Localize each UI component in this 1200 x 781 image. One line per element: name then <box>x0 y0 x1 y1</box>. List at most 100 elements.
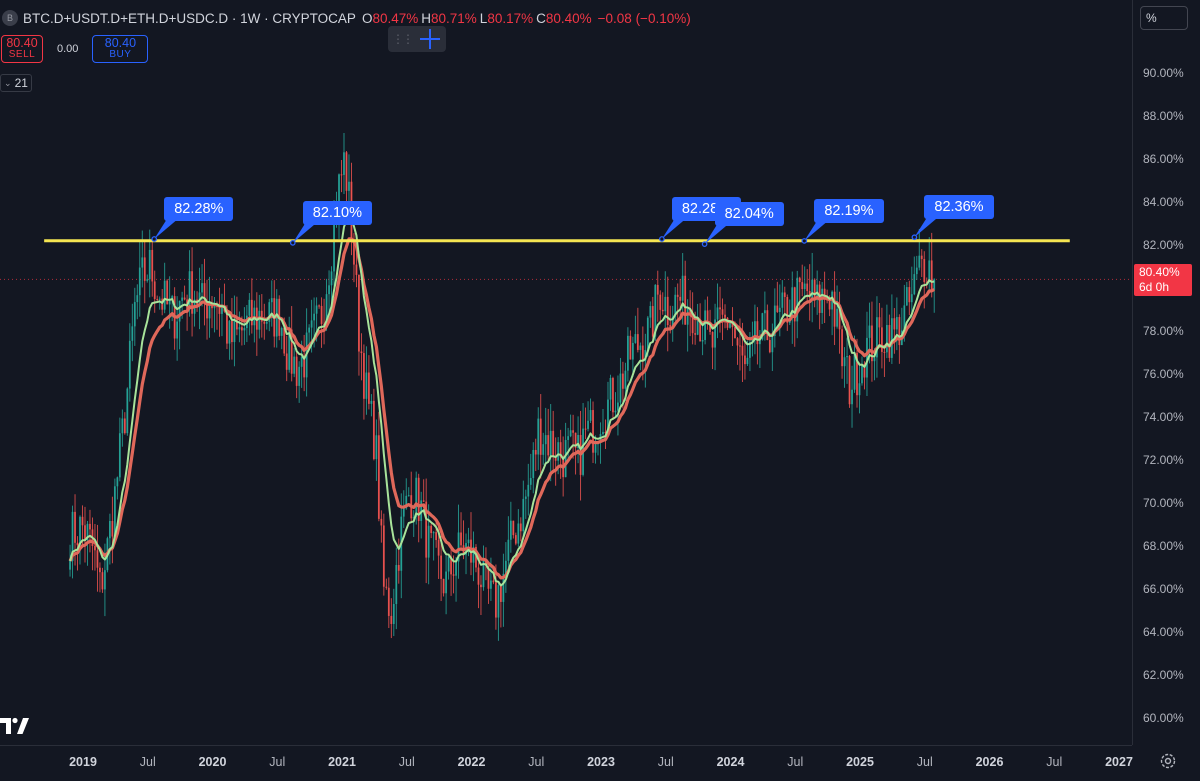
candle <box>208 276 211 338</box>
candle <box>895 297 898 351</box>
candle <box>477 562 480 609</box>
callout-anchor-point[interactable] <box>801 238 808 244</box>
time-tick-label: 2025 <box>846 755 874 769</box>
price-tick-label: 74.00% <box>1143 410 1184 424</box>
floating-drawing-toolbar[interactable]: ⋮⋮ <box>388 26 446 52</box>
candle <box>514 532 517 546</box>
callout-anchor-point[interactable] <box>289 240 296 246</box>
chart-area[interactable]: 82.28% 82.10% 82.28% 82.04% 82.19% 82.36% <box>0 0 1132 745</box>
candle <box>118 417 121 482</box>
candle <box>885 304 888 359</box>
candle <box>639 342 642 371</box>
time-axis[interactable]: 2019 Jul 2020 Jul 2021 Jul 2022 Jul 2023 Jul 2024 J… <box>0 745 1133 781</box>
candle <box>255 292 258 356</box>
candle <box>253 300 256 343</box>
chart-svg[interactable] <box>0 0 1132 745</box>
candle <box>385 578 388 590</box>
candle <box>472 531 475 582</box>
tradingview-logo-icon[interactable] <box>0 712 30 738</box>
candle <box>602 408 604 436</box>
time-tick-label: 2023 <box>587 755 615 769</box>
sell-button[interactable]: 80.40 SELL <box>1 35 43 63</box>
candle <box>846 337 848 384</box>
candle <box>79 515 81 565</box>
candle <box>726 316 729 331</box>
drag-handle-icon[interactable]: ⋮⋮ <box>392 32 414 46</box>
price-tick-label: 82.00% <box>1143 238 1184 252</box>
price-callout[interactable]: 82.04% <box>714 202 784 227</box>
candle <box>193 290 196 327</box>
candle <box>861 356 863 386</box>
candle <box>534 438 537 472</box>
candle <box>455 557 457 602</box>
gear-icon[interactable] <box>1158 751 1178 771</box>
crosshair-icon[interactable] <box>420 29 440 49</box>
candle <box>288 316 291 373</box>
callout-anchor-point[interactable] <box>151 236 158 242</box>
candle <box>714 303 716 371</box>
candle <box>442 578 445 597</box>
candle <box>480 575 482 615</box>
buy-button[interactable]: 80.40 BUY <box>92 35 149 63</box>
price-callout[interactable]: 82.36% <box>924 195 994 220</box>
candle <box>201 264 203 307</box>
time-tick-label: 2020 <box>198 755 227 769</box>
price-tick-label: 68.00% <box>1143 539 1184 553</box>
candle <box>390 598 393 639</box>
candle <box>238 311 241 343</box>
price-callout[interactable]: 82.28% <box>164 196 234 221</box>
candle <box>631 336 634 377</box>
candle <box>372 388 375 461</box>
candle <box>482 545 485 591</box>
candle <box>126 387 129 436</box>
trade-panel: 80.40 SELL 0.00 80.40 BUY <box>0 34 149 64</box>
ohlc-key-l: L <box>479 10 488 26</box>
candle <box>502 553 505 627</box>
percent-scale-toggle[interactable]: % <box>1140 6 1188 30</box>
callout-anchor-point[interactable] <box>911 234 918 241</box>
candle <box>567 427 570 462</box>
candle <box>818 281 821 330</box>
chart-header: B BTC.D+USDT.D+ETH.D+USDC.D · 1W · CRYPT… <box>0 8 691 28</box>
candle <box>524 489 527 519</box>
indicators-collapse-toggle[interactable]: ⌄ 21 <box>0 74 32 92</box>
callout-anchor-point[interactable] <box>701 241 708 247</box>
candle <box>706 296 709 330</box>
candle <box>280 326 283 350</box>
callout-anchor-point[interactable] <box>659 236 665 242</box>
time-tick-label: 2019 <box>69 755 97 769</box>
price-tick-label: 62.00% <box>1143 668 1184 682</box>
candle <box>736 337 739 365</box>
candle <box>113 478 116 543</box>
candle <box>851 365 853 428</box>
buy-price: 80.40 <box>104 36 137 50</box>
candle <box>651 296 654 343</box>
candle <box>612 376 614 421</box>
candle <box>146 274 149 283</box>
candle <box>420 491 423 539</box>
candle <box>564 422 567 478</box>
candle <box>619 357 622 407</box>
price-tick-label: 78.00% <box>1143 324 1184 338</box>
time-tick-label: Jul <box>398 755 415 769</box>
bar-countdown: 6d 0h <box>1139 280 1170 294</box>
candle <box>517 509 520 547</box>
candle <box>298 361 301 403</box>
candle <box>402 490 405 528</box>
price-callout[interactable]: 82.10% <box>302 200 372 225</box>
candle <box>270 280 273 327</box>
candle <box>395 547 398 630</box>
candle <box>495 564 497 630</box>
price-axis[interactable]: 60.00% 62.00% 64.00% 66.00% 68.00% 70.00% 72.0… <box>1132 0 1200 745</box>
price-tick-label: 60.00% <box>1143 711 1184 725</box>
time-tick-label: Jul <box>528 755 545 769</box>
candle <box>250 278 253 334</box>
candle <box>918 228 921 271</box>
candle <box>467 527 470 557</box>
candle <box>94 523 96 571</box>
buy-label: BUY <box>109 49 132 60</box>
price-callout[interactable]: 82.19% <box>814 198 884 223</box>
candle <box>460 512 462 550</box>
candle <box>554 437 557 486</box>
symbol-title[interactable]: BTC.D+USDT.D+ETH.D+USDC.D · 1W · CRYPTOC… <box>23 10 356 26</box>
